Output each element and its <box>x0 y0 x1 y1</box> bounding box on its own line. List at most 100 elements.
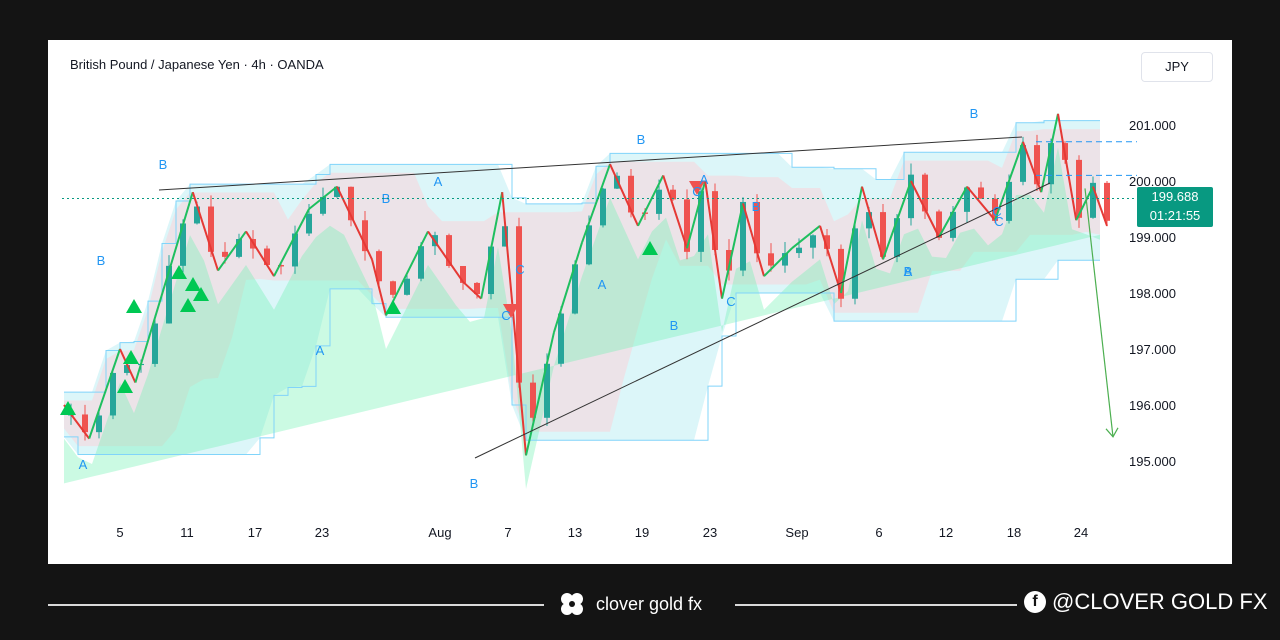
time-tick: 18 <box>1007 525 1021 540</box>
time-tick: 13 <box>568 525 582 540</box>
clover-icon <box>561 593 583 615</box>
zigzag-segment <box>134 191 194 383</box>
zigzag-segment <box>462 281 482 300</box>
time-tick: 6 <box>875 525 882 540</box>
candle-body <box>110 372 116 416</box>
candle-body <box>82 414 88 433</box>
candle-body <box>1048 143 1054 185</box>
candle-body <box>586 225 592 265</box>
candle-body <box>698 191 704 252</box>
chart-title: British Pound / Japanese Yen · 4h · OAND… <box>70 57 324 72</box>
zigzag-segment <box>1092 186 1108 227</box>
time-tick: 11 <box>180 525 194 540</box>
candle-body <box>978 187 984 199</box>
zigzag-segment <box>273 208 310 277</box>
time-tick: Sep <box>785 525 808 540</box>
candle-body <box>894 218 900 257</box>
zigzag-segment <box>245 230 275 277</box>
currency-button[interactable]: JPY <box>1141 52 1213 82</box>
projection-line <box>1084 188 1114 437</box>
candle-body <box>810 235 816 248</box>
brand-logo: clover gold fx <box>558 590 702 618</box>
price-tick: 200.000 <box>1129 174 1176 189</box>
zigzag-segment <box>88 348 121 439</box>
footer-rule-right <box>735 604 1017 606</box>
footer-rule-left <box>48 604 544 606</box>
last-price-tag: 199.688 01:21:55 <box>1137 187 1213 227</box>
price-tick: 197.000 <box>1129 342 1176 357</box>
wave-label: B <box>904 264 913 279</box>
candle-body <box>852 228 858 299</box>
candle-body <box>96 415 102 433</box>
candle-body <box>194 206 200 224</box>
candle-body <box>530 382 536 418</box>
candle-body <box>474 282 480 295</box>
candle-body <box>670 189 676 200</box>
buy-signal-icon <box>642 241 658 255</box>
projection-arrow <box>1084 188 1119 438</box>
wave-label: C <box>692 184 701 199</box>
sell-signal-icon <box>503 304 519 318</box>
zigzag-lines <box>63 113 1108 456</box>
time-tick: 24 <box>1074 525 1088 540</box>
wave-label: A <box>598 277 607 292</box>
candle-body <box>516 226 522 383</box>
cloud-trend <box>64 147 1100 489</box>
time-tick: 19 <box>635 525 649 540</box>
zigzag-segment <box>1022 141 1043 193</box>
buy-signal-icon <box>193 287 209 301</box>
zigzag-segment <box>637 174 665 227</box>
zigzag-segment <box>763 247 793 277</box>
candle-body <box>1006 181 1012 221</box>
buy-signal-icon <box>185 277 201 291</box>
wave-label: B <box>159 157 168 172</box>
candle-body <box>278 265 284 267</box>
social-handle[interactable]: f @CLOVER GOLD FX <box>1024 589 1268 615</box>
candle-body <box>600 188 606 226</box>
candle-body <box>306 213 312 234</box>
time-tick: 23 <box>315 525 329 540</box>
ichimoku-clouds <box>64 120 1100 489</box>
wave-label: C <box>726 294 735 309</box>
time-tick: 5 <box>116 525 123 540</box>
zigzag-segment <box>119 348 137 384</box>
candle-body <box>152 323 158 364</box>
zigzag-segment <box>819 225 842 294</box>
time-tick: 23 <box>703 525 717 540</box>
candle-body <box>418 246 424 279</box>
band-upper <box>64 120 1100 393</box>
candle-body <box>320 196 326 214</box>
zigzag-segment <box>910 180 940 238</box>
band-lower <box>64 259 1100 456</box>
candle-body <box>614 175 620 189</box>
candle-body <box>460 265 466 283</box>
time-tick: 17 <box>248 525 262 540</box>
candle-body <box>796 247 802 254</box>
zigzag-segment <box>686 180 707 249</box>
wave-label: A <box>316 343 325 358</box>
facebook-icon: f <box>1024 591 1046 613</box>
candle-body <box>376 251 382 282</box>
zigzag-segment <box>609 163 639 227</box>
trendlines <box>158 136 1051 459</box>
buy-signal-icon <box>171 265 187 279</box>
arrowhead-icon <box>1105 427 1119 438</box>
price-tick: 199.000 <box>1129 230 1176 245</box>
brand-name: clover gold fx <box>596 593 703 614</box>
time-tick: 7 <box>504 525 511 540</box>
candle-body <box>488 246 494 295</box>
zigzag-segment <box>721 203 744 299</box>
candle-body <box>404 278 410 295</box>
candle-body <box>866 212 872 229</box>
candle-body <box>292 233 298 267</box>
buy-signal-icon <box>385 300 401 314</box>
candle-body <box>880 212 886 257</box>
zigzag-segment <box>938 186 968 238</box>
candle-body <box>754 201 760 254</box>
chart-panel <box>48 40 1232 564</box>
wave-label: A <box>904 264 913 279</box>
price-axis: 195.000 196.000 197.000 198.000 199.000 200.0… <box>1129 118 1176 469</box>
candle-body <box>782 253 788 266</box>
candle-body <box>1020 145 1026 182</box>
